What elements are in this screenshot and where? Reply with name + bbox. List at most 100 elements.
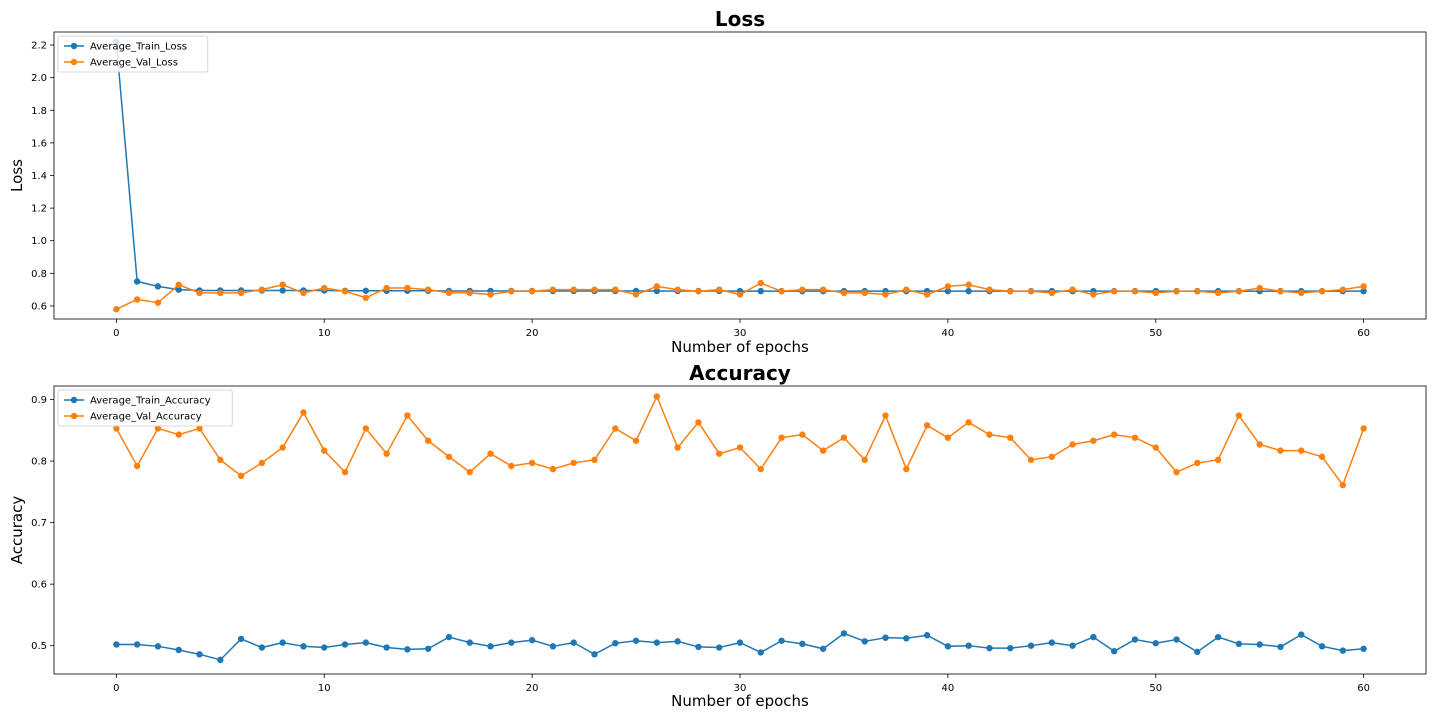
data-point	[445, 453, 453, 460]
data-point	[321, 644, 328, 651]
data-point	[175, 281, 182, 288]
data-point	[1027, 456, 1035, 464]
data-point	[736, 444, 744, 451]
data-point	[113, 641, 120, 648]
data-point	[632, 437, 640, 444]
loss-x-tick-label: 40	[942, 328, 955, 339]
accuracy-y-tick-label: 0.8	[31, 457, 47, 468]
data-point	[508, 288, 515, 295]
data-point	[341, 641, 349, 648]
data-point	[300, 409, 307, 416]
loss-y-tick-label: 1.6	[31, 138, 47, 149]
data-point	[383, 450, 390, 457]
data-point	[861, 289, 868, 297]
data-point	[279, 287, 286, 294]
data-point	[258, 459, 266, 467]
data-point	[840, 630, 848, 637]
legend-marker	[70, 42, 78, 50]
data-point	[445, 633, 453, 641]
data-point	[716, 644, 723, 651]
data-point	[1131, 434, 1139, 441]
data-point	[237, 635, 245, 643]
data-point	[1214, 633, 1222, 641]
data-point	[1277, 447, 1284, 454]
data-point	[1339, 481, 1347, 489]
data-point	[549, 465, 557, 473]
legend-label: Average_Train_Loss	[90, 42, 187, 53]
data-point	[404, 646, 411, 653]
data-point	[362, 639, 370, 646]
data-point	[944, 434, 952, 441]
data-point	[404, 284, 411, 292]
data-point	[1194, 648, 1201, 656]
data-point	[716, 450, 723, 457]
data-point	[965, 287, 972, 295]
data-point	[175, 286, 182, 293]
data-point	[1131, 288, 1139, 295]
data-point	[508, 462, 515, 470]
data-point	[508, 639, 515, 646]
series-average-train-loss	[113, 38, 1367, 295]
data-point	[1235, 288, 1243, 295]
data-point	[570, 459, 577, 467]
data-point	[570, 639, 577, 646]
series-line	[115, 41, 1364, 292]
loss-y-tick-label: 2.0	[31, 73, 47, 84]
data-point	[279, 444, 286, 451]
loss-x-axis-label: Number of epochs	[671, 338, 809, 356]
data-point	[840, 289, 848, 297]
legend-marker	[70, 58, 78, 66]
data-point	[1214, 289, 1222, 297]
data-point	[986, 286, 993, 293]
data-point	[133, 278, 141, 285]
data-point	[1131, 636, 1139, 643]
data-point	[674, 638, 681, 645]
data-point	[944, 283, 952, 290]
data-point	[154, 299, 162, 306]
data-point	[570, 286, 577, 293]
data-point	[300, 643, 307, 650]
data-point	[1090, 291, 1097, 298]
accuracy-x-tick-label: 50	[1149, 683, 1162, 694]
data-point	[175, 646, 182, 654]
data-point	[778, 637, 785, 644]
data-point	[1048, 289, 1056, 297]
data-point	[237, 289, 245, 297]
data-point	[1110, 288, 1118, 295]
data-point	[487, 643, 494, 650]
data-point	[1152, 640, 1159, 647]
data-point	[154, 283, 162, 290]
loss-x-tick-label: 10	[318, 328, 331, 339]
data-point	[549, 286, 557, 293]
data-point	[300, 289, 307, 297]
accuracy-x-axis-label: Number of epochs	[671, 692, 809, 710]
loss-y-tick-label: 1.0	[31, 236, 47, 247]
data-point	[1214, 456, 1222, 464]
loss-legend: Average_Train_Loss Average_Val_Loss	[57, 35, 209, 73]
data-point	[1007, 434, 1014, 441]
data-point	[1173, 468, 1180, 476]
data-point	[882, 412, 889, 419]
data-point	[1339, 286, 1347, 293]
data-point	[736, 639, 744, 646]
data-point	[716, 286, 723, 293]
accuracy-x-tick-label: 10	[318, 683, 331, 694]
data-point	[1298, 447, 1305, 454]
loss-axes-frame	[53, 31, 1427, 320]
data-point	[965, 419, 972, 426]
loss-y-axis-label: Loss	[8, 159, 26, 192]
loss-y-tick-label: 1.2	[31, 204, 47, 215]
data-point	[1298, 631, 1305, 638]
data-point	[1069, 286, 1076, 293]
data-point	[321, 284, 328, 292]
legend-label: Average_Train_Accuracy	[90, 396, 211, 407]
data-point	[1360, 287, 1367, 295]
data-point	[424, 286, 432, 293]
data-point	[944, 643, 952, 650]
data-point	[1360, 425, 1367, 432]
data-point	[1318, 453, 1326, 460]
data-point	[1069, 441, 1076, 448]
data-point	[1027, 288, 1035, 295]
loss-x-tick-label: 60	[1357, 328, 1370, 339]
